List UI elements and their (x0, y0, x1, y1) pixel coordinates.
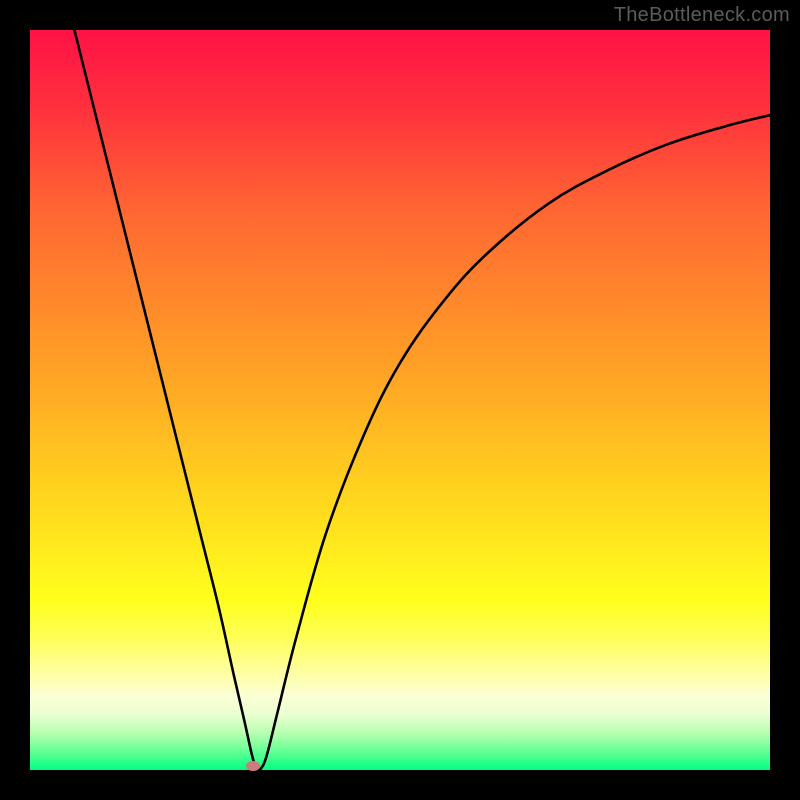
chart-frame: TheBottleneck.com (0, 0, 800, 800)
watermark-label: TheBottleneck.com (614, 4, 790, 27)
plot-area (30, 30, 770, 770)
bottleneck-curve (30, 30, 770, 770)
optimal-point-marker (246, 761, 260, 771)
curve-path (74, 30, 770, 770)
